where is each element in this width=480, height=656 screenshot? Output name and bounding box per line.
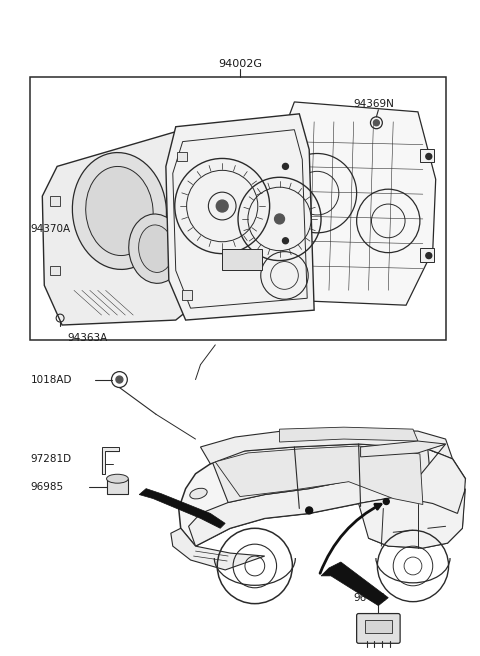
Bar <box>50 266 60 276</box>
Ellipse shape <box>107 474 128 483</box>
Bar <box>222 249 262 270</box>
Bar <box>50 196 60 206</box>
Polygon shape <box>321 562 388 605</box>
Circle shape <box>275 214 285 224</box>
Ellipse shape <box>86 167 153 256</box>
Text: 94363A: 94363A <box>67 333 107 343</box>
Bar <box>276 233 290 247</box>
Polygon shape <box>210 444 433 504</box>
Polygon shape <box>369 444 466 548</box>
Text: 94120A: 94120A <box>166 152 206 161</box>
Text: 94370A: 94370A <box>30 224 71 234</box>
Circle shape <box>283 237 288 244</box>
Polygon shape <box>102 447 120 474</box>
Circle shape <box>373 120 379 126</box>
Polygon shape <box>139 489 225 528</box>
Bar <box>177 152 187 161</box>
Polygon shape <box>360 441 445 457</box>
Polygon shape <box>275 102 436 305</box>
Circle shape <box>426 154 432 159</box>
Circle shape <box>426 253 432 258</box>
Bar <box>30 77 445 340</box>
FancyBboxPatch shape <box>357 613 400 644</box>
Polygon shape <box>171 528 264 570</box>
Text: 96985: 96985 <box>30 482 63 491</box>
Circle shape <box>306 507 312 514</box>
Circle shape <box>384 499 389 504</box>
Polygon shape <box>359 489 466 548</box>
Polygon shape <box>216 446 423 504</box>
Text: 96421: 96421 <box>354 593 387 603</box>
Bar <box>107 479 128 493</box>
Bar <box>182 291 192 300</box>
Circle shape <box>116 376 123 383</box>
Polygon shape <box>201 429 453 464</box>
Bar <box>420 148 434 163</box>
Bar <box>364 619 392 634</box>
Polygon shape <box>166 114 314 320</box>
Text: 94002G: 94002G <box>218 59 262 70</box>
Polygon shape <box>279 427 418 442</box>
Ellipse shape <box>129 214 183 283</box>
Text: 1018AD: 1018AD <box>30 375 72 384</box>
Text: 97281D: 97281D <box>30 454 72 464</box>
Ellipse shape <box>139 225 173 272</box>
Circle shape <box>216 200 228 212</box>
Bar <box>420 248 434 262</box>
Bar <box>276 159 290 173</box>
Ellipse shape <box>190 488 207 499</box>
Text: 94369N: 94369N <box>354 99 395 109</box>
Polygon shape <box>179 444 466 546</box>
Circle shape <box>283 163 288 169</box>
Polygon shape <box>42 132 201 325</box>
Ellipse shape <box>72 153 167 270</box>
Polygon shape <box>189 479 398 546</box>
